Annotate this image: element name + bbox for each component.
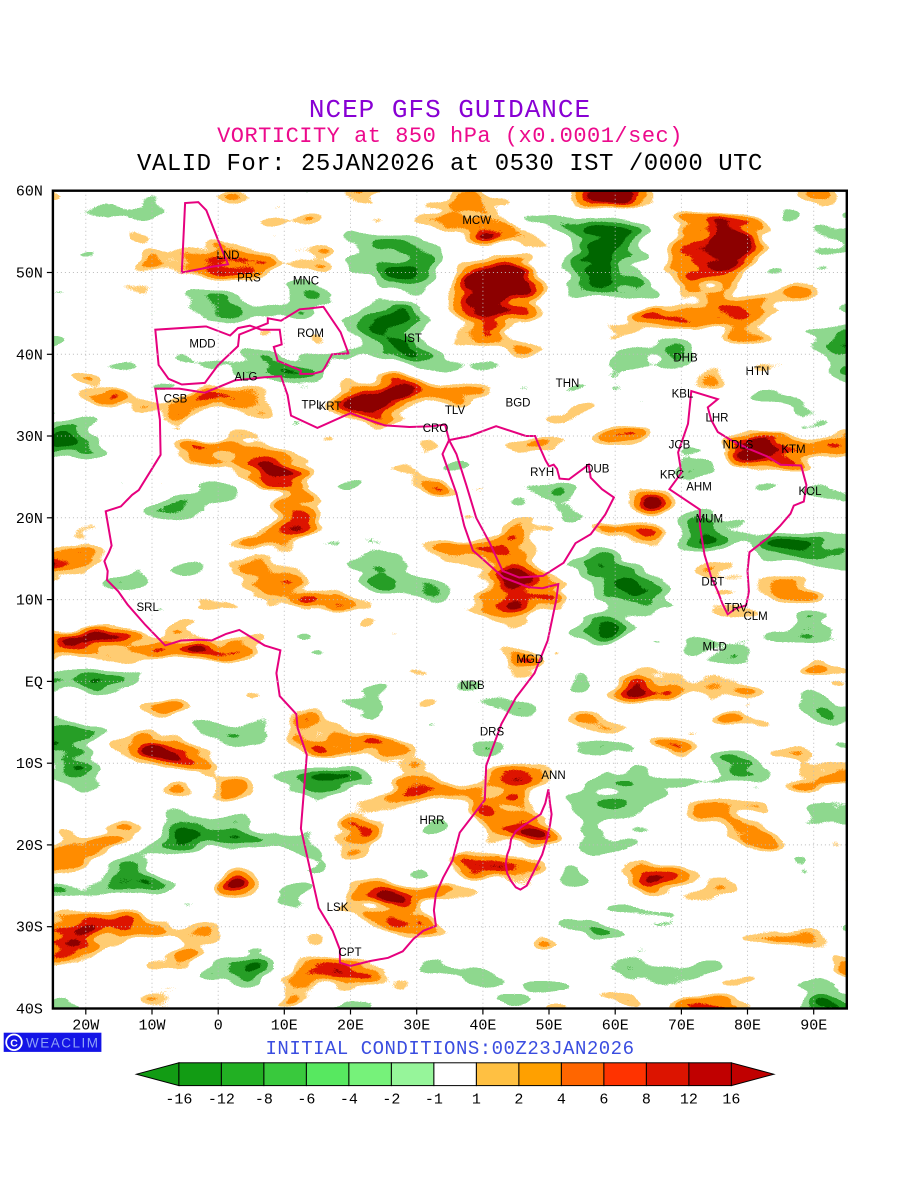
svg-text:HTN: HTN <box>746 366 770 378</box>
svg-text:20W: 20W <box>72 1018 99 1035</box>
svg-text:KRT: KRT <box>319 401 342 413</box>
svg-text:PRS: PRS <box>237 273 261 285</box>
svg-text:50N: 50N <box>16 266 43 283</box>
svg-text:MDD: MDD <box>189 339 215 351</box>
svg-text:LSK: LSK <box>327 902 349 914</box>
svg-text:10N: 10N <box>16 593 43 610</box>
svg-text:CRO: CRO <box>423 423 449 435</box>
svg-text:2: 2 <box>514 1092 523 1109</box>
svg-text:TLV: TLV <box>445 405 466 417</box>
svg-text:-12: -12 <box>208 1092 235 1109</box>
svg-text:16: 16 <box>722 1092 740 1109</box>
svg-text:0: 0 <box>214 1018 223 1035</box>
svg-text:-6: -6 <box>297 1092 315 1109</box>
svg-text:50E: 50E <box>535 1018 562 1035</box>
svg-text:80E: 80E <box>734 1018 761 1035</box>
svg-text:20N: 20N <box>16 511 43 528</box>
svg-text:INITIAL CONDITIONS:00Z23JAN20: INITIAL CONDITIONS:00Z23JAN2026 <box>266 1038 635 1060</box>
svg-text:MCW: MCW <box>462 215 491 227</box>
svg-text:1: 1 <box>472 1092 481 1109</box>
svg-text:KOL: KOL <box>798 486 822 498</box>
svg-text:20S: 20S <box>16 838 43 855</box>
svg-text:NDLS: NDLS <box>723 439 754 451</box>
svg-text:-4: -4 <box>340 1092 358 1109</box>
svg-text:10W: 10W <box>138 1018 165 1035</box>
svg-text:BGD: BGD <box>506 398 531 410</box>
svg-text:KBL: KBL <box>672 389 694 401</box>
svg-text:IST: IST <box>404 333 422 345</box>
svg-text:-16: -16 <box>165 1092 192 1109</box>
svg-text:MLD: MLD <box>703 641 727 653</box>
svg-text:RYH: RYH <box>530 467 554 479</box>
svg-text:ROM: ROM <box>297 328 324 340</box>
svg-text:LHR: LHR <box>705 412 728 424</box>
svg-text:20E: 20E <box>337 1018 364 1035</box>
svg-text:40S: 40S <box>16 1002 43 1019</box>
svg-text:30N: 30N <box>16 429 43 446</box>
svg-text:40N: 40N <box>16 347 43 364</box>
svg-text:CSB: CSB <box>164 394 188 406</box>
svg-text:40E: 40E <box>469 1018 496 1035</box>
svg-text:HRR: HRR <box>420 815 445 827</box>
svg-text:C: C <box>10 1038 18 1050</box>
svg-text:30S: 30S <box>16 920 43 937</box>
svg-text:DUB: DUB <box>585 464 610 476</box>
svg-text:KTM: KTM <box>781 444 805 456</box>
svg-text:DRS: DRS <box>480 727 505 739</box>
svg-text:MNC: MNC <box>293 276 319 288</box>
svg-text:-2: -2 <box>382 1092 400 1109</box>
svg-text:MUM: MUM <box>696 513 723 525</box>
svg-text:-8: -8 <box>255 1092 273 1109</box>
svg-text:30E: 30E <box>403 1018 430 1035</box>
svg-text:60N: 60N <box>16 184 43 201</box>
svg-text:CLM: CLM <box>743 611 767 623</box>
svg-text:60E: 60E <box>602 1018 629 1035</box>
svg-text:8: 8 <box>642 1092 651 1109</box>
svg-text:EQ: EQ <box>25 674 43 691</box>
svg-text:70E: 70E <box>668 1018 695 1035</box>
svg-text:90E: 90E <box>800 1018 827 1035</box>
svg-text:WEACLIM: WEACLIM <box>26 1036 100 1051</box>
svg-text:6: 6 <box>599 1092 608 1109</box>
svg-text:10E: 10E <box>271 1018 298 1035</box>
svg-text:SRL: SRL <box>137 602 160 614</box>
svg-text:ALG: ALG <box>234 372 257 384</box>
svg-text:CPT: CPT <box>339 947 362 959</box>
svg-text:10S: 10S <box>16 756 43 773</box>
svg-text:ANN: ANN <box>541 770 565 782</box>
svg-text:LND: LND <box>216 250 239 262</box>
svg-text:12: 12 <box>680 1092 698 1109</box>
svg-text:AHM: AHM <box>686 481 712 493</box>
svg-text:JCB: JCB <box>669 439 691 451</box>
svg-text:4: 4 <box>557 1092 566 1109</box>
svg-text:-1: -1 <box>425 1092 443 1109</box>
svg-text:DBT: DBT <box>701 576 724 588</box>
svg-text:KRC: KRC <box>660 469 684 481</box>
svg-text:THN: THN <box>556 378 580 390</box>
svg-text:MGD: MGD <box>516 654 543 666</box>
